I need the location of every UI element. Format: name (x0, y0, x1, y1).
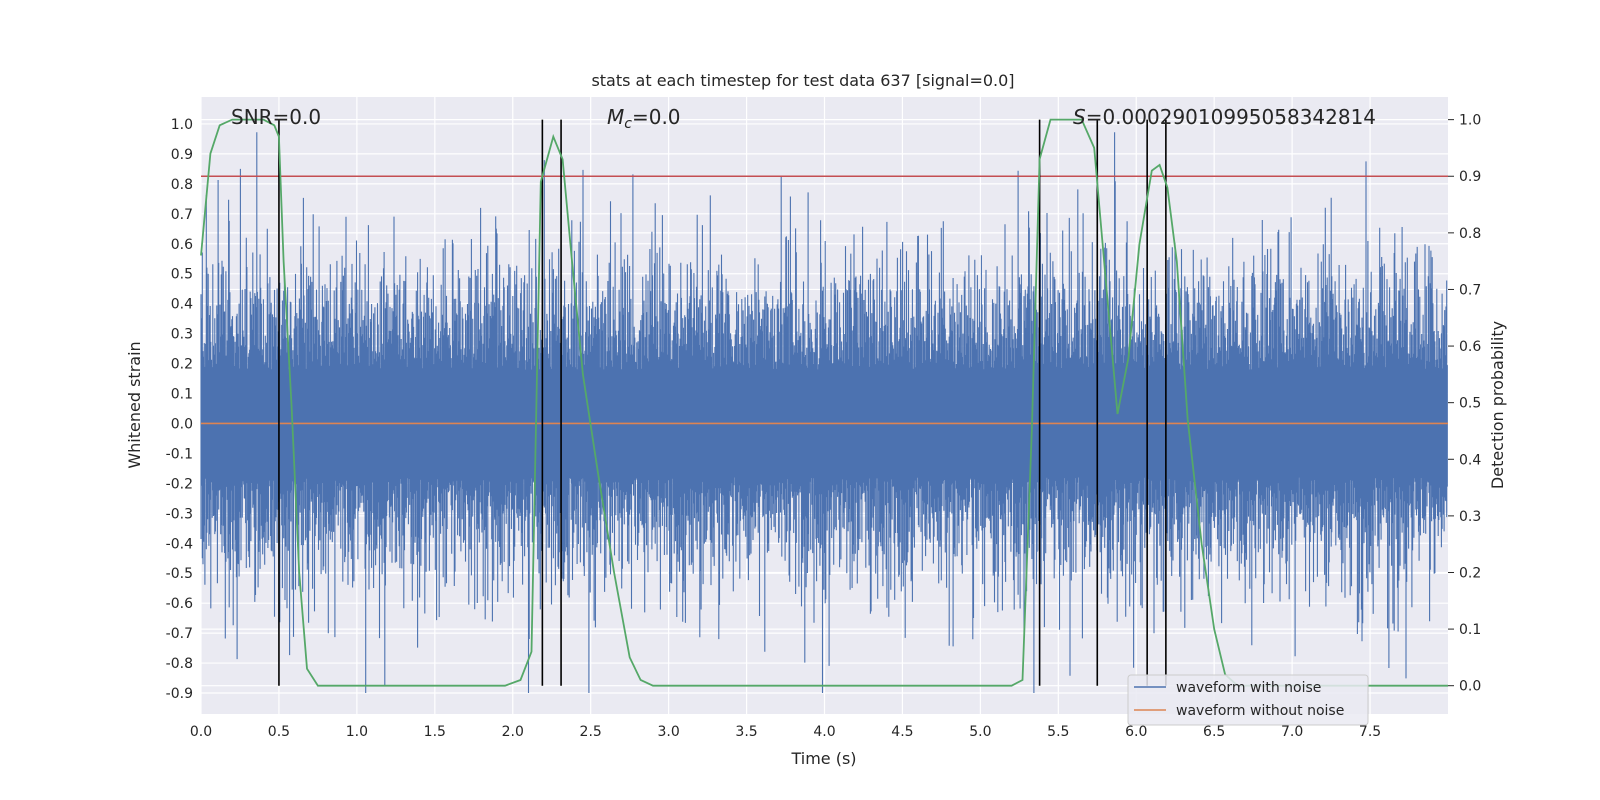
y-tick-label: 1.0 (171, 117, 193, 133)
y-tick-label: 0.3 (171, 327, 193, 343)
y-tick-label: 0.9 (171, 147, 193, 163)
y-tick-label: 0.4 (171, 297, 193, 313)
mc-value: =0.0 (632, 105, 681, 129)
y-tick-label: -0.8 (166, 656, 193, 672)
y-tick-label: -0.5 (166, 566, 193, 582)
y-tick-label: -0.2 (166, 476, 193, 492)
y-tick-label: -0.7 (166, 626, 193, 642)
x-tick-label: 2.0 (502, 724, 524, 740)
y2-tick-label: 0.8 (1459, 226, 1481, 242)
x-tick-label: 3.5 (735, 724, 757, 740)
y2-tick-label: 0.3 (1459, 509, 1481, 525)
y2-axis-label: Detection probability (1488, 321, 1507, 489)
x-tick-label: 4.0 (813, 724, 835, 740)
y-tick-label: -0.6 (166, 596, 193, 612)
x-tick-label: 4.5 (891, 724, 913, 740)
y-tick-label: 0.1 (171, 387, 193, 403)
y2-tick-label: 0.9 (1459, 169, 1481, 185)
x-axis-label: Time (s) (790, 749, 856, 768)
x-tick-label: 7.0 (1281, 724, 1303, 740)
x-axis-ticks: 0.0 0.5 1.0 1.5 2.0 2.5 3.0 3.5 4.0 4.5 5.0 5.5 6.0 6… (190, 724, 1381, 740)
x-tick-label: 6.0 (1125, 724, 1147, 740)
legend-label-without-noise: waveform without noise (1176, 703, 1344, 719)
s-annotation: S=0.0002901099505834281​4 (1073, 105, 1376, 129)
y-tick-label: 0.0 (171, 416, 193, 432)
s-value: =0.0002901099505834281​4 (1086, 105, 1376, 129)
y2-tick-label: 0.5 (1459, 396, 1481, 412)
series-detection-probability (200, 118, 1448, 687)
y-axis-ticks: 1.0 0.9 0.8 0.7 0.6 0.5 0.4 0.3 0.2 0.1 0.0 -0.1 -0.… (166, 117, 193, 702)
x-tick-label: 7.5 (1359, 724, 1381, 740)
y-tick-label: -0.1 (166, 446, 193, 462)
y-tick-label: 0.2 (171, 357, 193, 373)
legend-label-with-noise: waveform with noise (1176, 680, 1321, 696)
mc-symbol: M (607, 105, 624, 129)
y-tick-label: 0.7 (171, 207, 193, 223)
y-tick-label: -0.9 (166, 686, 193, 702)
x-tick-label: 5.5 (1047, 724, 1069, 740)
y-tick-label: 0.6 (171, 237, 193, 253)
boundary-lines (278, 119, 1167, 686)
y2-axis-ticks: 1.0 0.9 0.8 0.7 0.6 0.5 0.4 0.3 0.2 0.1 0.0 (1448, 113, 1481, 695)
y-axis-label: Whitened strain (125, 341, 144, 468)
y2-tick-label: 0.6 (1459, 339, 1481, 355)
y2-tick-label: 1.0 (1459, 113, 1481, 129)
mc-subscript: c (624, 116, 632, 132)
x-tick-label: 6.5 (1203, 724, 1225, 740)
x-tick-label: 1.0 (346, 724, 368, 740)
y2-tick-label: 0.4 (1459, 452, 1481, 468)
legend: waveform with noise waveform without noi… (1127, 674, 1369, 726)
x-tick-label: 1.5 (424, 724, 446, 740)
y2-tick-label: 0.0 (1459, 679, 1481, 695)
legend-box (1127, 674, 1369, 726)
y2-tick-label: 0.7 (1459, 282, 1481, 298)
y2-tick-label: 0.2 (1459, 565, 1481, 581)
snr-annotation: SNR=0.0 (231, 105, 321, 129)
y-tick-label: -0.4 (166, 536, 193, 552)
chart-title: stats at each timestep for test data 637… (591, 71, 1014, 90)
y2-tick-label: 0.1 (1459, 622, 1481, 638)
x-tick-label: 0.0 (190, 724, 212, 740)
y-tick-label: 0.5 (171, 267, 193, 283)
s-symbol: S (1073, 105, 1086, 129)
mc-annotation: Mc=0.0 (607, 105, 681, 132)
y-tick-label: 0.8 (171, 177, 193, 193)
x-tick-label: 5.0 (969, 724, 991, 740)
x-tick-label: 3.0 (657, 724, 679, 740)
x-tick-label: 2.5 (580, 724, 602, 740)
y-tick-label: -0.3 (166, 506, 193, 522)
x-tick-label: 0.5 (268, 724, 290, 740)
